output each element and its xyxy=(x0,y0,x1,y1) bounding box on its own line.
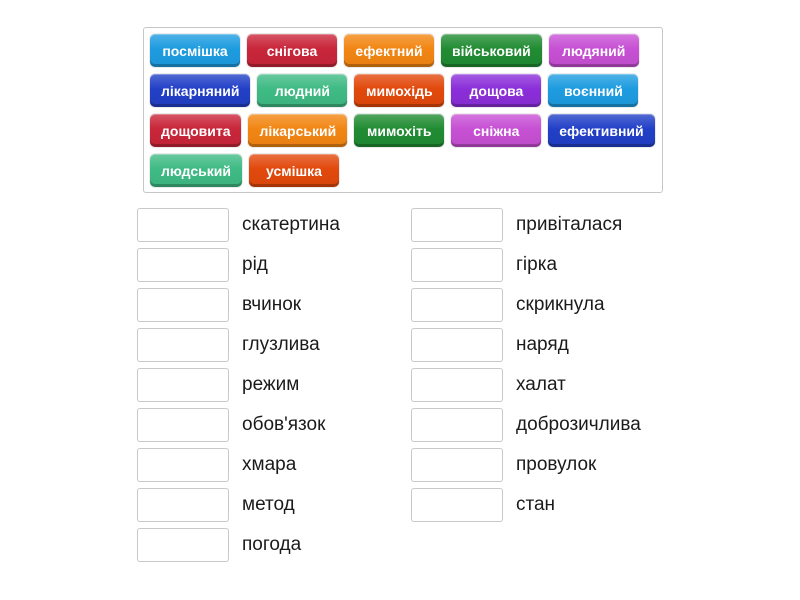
match-row: провулок xyxy=(411,448,641,482)
match-row: скрикнула xyxy=(411,288,641,322)
word-tile[interactable]: посмішка xyxy=(150,34,240,67)
clue-label: метод xyxy=(242,494,295,515)
word-tile[interactable]: мимохіть xyxy=(354,114,445,147)
word-tile[interactable]: людний xyxy=(257,74,348,107)
word-bank-row: людський усмішка xyxy=(150,154,656,187)
word-tile[interactable]: лікарський xyxy=(248,114,348,147)
clue-label: режим xyxy=(242,374,300,395)
match-row: доброзичлива xyxy=(411,408,641,442)
clue-label: скрикнула xyxy=(516,294,605,315)
answer-slot[interactable] xyxy=(411,488,503,522)
answer-slot[interactable] xyxy=(137,208,229,242)
answer-slot[interactable] xyxy=(137,368,229,402)
answer-slot[interactable] xyxy=(137,488,229,522)
word-tile[interactable]: снігова xyxy=(247,34,337,67)
match-row: обов'язок xyxy=(137,408,340,442)
match-column-left: скатертина рід вчинок глузлива режим обов'язо… xyxy=(137,208,340,568)
clue-label: халат xyxy=(516,374,566,395)
word-tile[interactable]: сніжна xyxy=(451,114,542,147)
clue-label: погода xyxy=(242,534,302,555)
word-bank-row: дощовита лікарський мимохіть сніжна ефективн… xyxy=(150,114,656,147)
answer-slot[interactable] xyxy=(137,448,229,482)
match-row: рід xyxy=(137,248,340,282)
clue-label: хмара xyxy=(242,454,297,475)
answer-slot[interactable] xyxy=(411,368,503,402)
match-row: метод xyxy=(137,488,340,522)
clue-label: обов'язок xyxy=(242,414,326,435)
match-row: халат xyxy=(411,368,641,402)
answer-slot[interactable] xyxy=(411,248,503,282)
match-row: хмара xyxy=(137,448,340,482)
clue-label: привіталася xyxy=(516,214,623,235)
match-row: скатертина xyxy=(137,208,340,242)
answer-slot[interactable] xyxy=(137,328,229,362)
word-tile[interactable]: воєнний xyxy=(548,74,639,107)
word-tile[interactable]: військовий xyxy=(441,34,542,67)
word-tile[interactable]: дощова xyxy=(451,74,542,107)
match-row: гірка xyxy=(411,248,641,282)
word-bank-row: посмішка снігова ефектний військовий людяний xyxy=(150,34,656,67)
word-tile[interactable]: мимохідь xyxy=(354,74,445,107)
answer-slot[interactable] xyxy=(137,528,229,562)
answer-slot[interactable] xyxy=(137,408,229,442)
match-row: привіталася xyxy=(411,208,641,242)
clue-label: стан xyxy=(516,494,556,515)
clue-label: провулок xyxy=(516,454,597,475)
word-tile[interactable]: ефектний xyxy=(344,34,434,67)
clue-label: наряд xyxy=(516,334,569,355)
word-tile[interactable]: людяний xyxy=(548,34,639,67)
word-tile[interactable]: дощовита xyxy=(150,114,242,147)
answer-slot[interactable] xyxy=(137,248,229,282)
word-bank: посмішка снігова ефектний військовий людяний… xyxy=(143,27,663,193)
match-row: вчинок xyxy=(137,288,340,322)
match-row: погода xyxy=(137,528,340,562)
clue-label: вчинок xyxy=(242,294,302,315)
match-row: режим xyxy=(137,368,340,402)
match-row: глузлива xyxy=(137,328,340,362)
clue-label: скатертина xyxy=(242,214,340,235)
word-tile[interactable]: ефективний xyxy=(548,114,655,147)
answer-slot[interactable] xyxy=(411,448,503,482)
clue-label: гірка xyxy=(516,254,558,275)
word-tile[interactable]: усмішка xyxy=(248,154,339,187)
match-row: стан xyxy=(411,488,641,522)
answer-slot[interactable] xyxy=(411,288,503,322)
word-bank-row: лікарняний людний мимохідь дощова воєнний xyxy=(150,74,656,107)
answer-slot[interactable] xyxy=(411,408,503,442)
clue-label: глузлива xyxy=(242,334,320,355)
answer-slot[interactable] xyxy=(411,208,503,242)
word-tile[interactable]: людський xyxy=(150,154,242,187)
match-column-right: привіталася гірка скрикнула наряд халат добро… xyxy=(411,208,641,528)
clue-label: доброзичлива xyxy=(516,414,641,435)
word-tile[interactable]: лікарняний xyxy=(150,74,251,107)
match-row: наряд xyxy=(411,328,641,362)
answer-slot[interactable] xyxy=(411,328,503,362)
answer-slot[interactable] xyxy=(137,288,229,322)
clue-label: рід xyxy=(242,254,268,275)
